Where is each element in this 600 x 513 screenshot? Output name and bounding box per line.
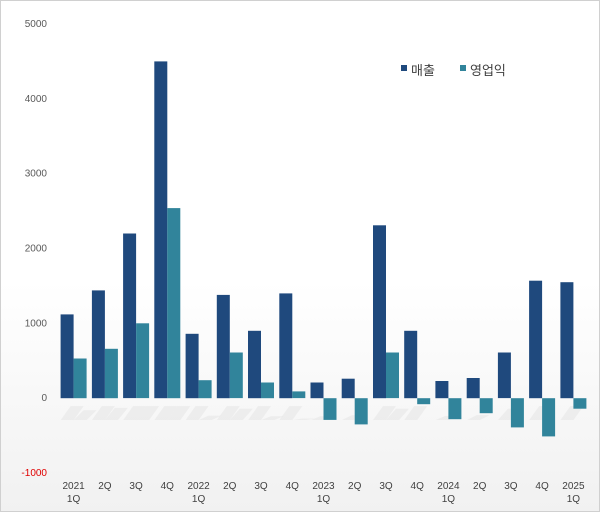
- bar-shadow: [404, 406, 428, 421]
- revenue-bar: [216, 294, 230, 399]
- bar-shadow: [372, 406, 396, 421]
- x-tick-label: 4Q: [286, 481, 300, 492]
- y-tick-label: 0: [41, 393, 47, 404]
- x-tick-label: 1Q: [317, 494, 331, 505]
- bar-shadow: [104, 407, 128, 421]
- revenue-bar: [560, 282, 574, 399]
- bar-shadow: [248, 406, 272, 421]
- operating-profit-bar: [198, 380, 212, 399]
- legend-swatch-operating-profit: [460, 65, 466, 71]
- x-tick-label: 2024: [437, 481, 460, 492]
- revenue-bar: [185, 333, 199, 399]
- bar-shadow: [292, 418, 316, 421]
- operating-profit-bar: [510, 398, 524, 428]
- operating-profit-bar: [354, 398, 368, 425]
- bar-shadow: [385, 408, 409, 421]
- y-tick-label: 1000: [25, 318, 48, 329]
- x-tick-label: 1Q: [567, 494, 581, 505]
- bar-shadow: [136, 406, 160, 421]
- bar-shadow: [261, 416, 285, 421]
- revenue-bar: [248, 330, 261, 399]
- legend-swatch-revenue: [401, 65, 407, 71]
- bar-shadow: [73, 410, 97, 421]
- revenue-bar: [91, 290, 105, 399]
- operating-profit-bar: [73, 358, 87, 399]
- revenue-bar: [435, 381, 449, 399]
- operating-profit-bar: [104, 348, 118, 399]
- x-tick-label: 4Q: [411, 481, 425, 492]
- operating-profit-bar: [136, 323, 150, 399]
- x-tick-label: 2021: [62, 481, 85, 492]
- bar-shadow: [167, 406, 191, 421]
- legend-label-revenue: 매출: [411, 63, 435, 78]
- revenue-bar: [60, 314, 74, 399]
- operating-profit-bar: [229, 352, 243, 399]
- bars: [60, 61, 587, 437]
- revenue-bar: [373, 225, 386, 399]
- y-tick-label: 3000: [25, 169, 48, 180]
- bar-shadow: [154, 406, 178, 421]
- operating-profit-bar: [479, 398, 493, 414]
- x-tick-label: 4Q: [161, 481, 175, 492]
- x-tick-label: 2Q: [348, 481, 362, 492]
- x-tick-label: 2025: [562, 481, 585, 492]
- bar-shadow: [198, 415, 222, 421]
- bar-shadow: [123, 406, 147, 421]
- revenue-bar: [529, 280, 543, 399]
- y-axis: 5000 4000 3000 2000 1000 0 -1000: [21, 19, 47, 479]
- x-tick-label: 3Q: [254, 481, 268, 492]
- bar-shadow: [91, 406, 115, 421]
- operating-profit-bar: [417, 398, 431, 405]
- y-tick-label: 5000: [25, 19, 48, 30]
- revenue-bar: [497, 352, 511, 399]
- revenue-bar: [404, 330, 418, 399]
- bar-shadow: [185, 406, 209, 421]
- x-tick-label: 2023: [312, 481, 335, 492]
- bar-shadow: [229, 408, 253, 421]
- x-axis: 2021 1Q 2Q 3Q 4Q 2022 1Q 2Q 3Q 4Q 2023 1Q 2Q 3Q 4Q 2024…: [62, 481, 584, 505]
- revenue-bar: [154, 61, 168, 399]
- x-tick-label: 1Q: [192, 494, 206, 505]
- bar-shadow: [560, 406, 584, 421]
- legend-label-operating-profit: 영업익: [470, 63, 506, 78]
- operating-profit-bar: [167, 208, 181, 399]
- x-tick-label: 2022: [187, 481, 210, 492]
- x-tick-label: 1Q: [442, 494, 456, 505]
- x-tick-label: 3Q: [504, 481, 518, 492]
- revenue-bar: [310, 382, 324, 399]
- operating-profit-bar: [386, 352, 399, 399]
- x-tick-label: 1Q: [67, 494, 81, 505]
- operating-profit-bar: [448, 398, 462, 420]
- x-tick-label: 2Q: [98, 481, 112, 492]
- bar-shadow: [466, 415, 490, 421]
- bar-shadow: [279, 406, 303, 421]
- operating-profit-bar: [573, 398, 587, 409]
- bar-shadows: [60, 406, 584, 421]
- operating-profit-bar: [261, 382, 274, 399]
- operating-profit-bar: [542, 398, 556, 437]
- x-tick-label: 4Q: [535, 481, 549, 492]
- x-tick-label: 3Q: [129, 481, 143, 492]
- x-tick-label: 2Q: [223, 481, 237, 492]
- operating-profit-bar: [323, 398, 337, 420]
- legend: 매출 영업익: [401, 63, 506, 78]
- y-tick-label: 2000: [25, 244, 48, 255]
- revenue-bar: [466, 378, 480, 399]
- revenue-bar: [123, 233, 137, 399]
- bar-shadow: [216, 406, 240, 421]
- x-tick-label: 3Q: [379, 481, 393, 492]
- operating-profit-bar: [292, 391, 306, 399]
- revenue-bar: [279, 293, 293, 399]
- y-tick-label: -1000: [21, 468, 47, 479]
- x-tick-label: 2Q: [473, 481, 487, 492]
- bar-shadow: [60, 406, 84, 421]
- revenue-bar: [341, 378, 355, 399]
- y-tick-label: 4000: [25, 94, 48, 105]
